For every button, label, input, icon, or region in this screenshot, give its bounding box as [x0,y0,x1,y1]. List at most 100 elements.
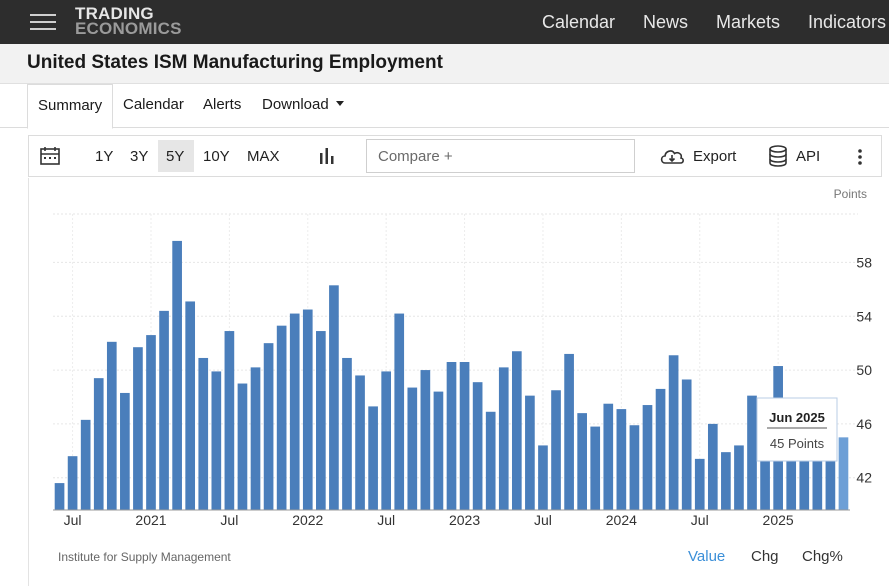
x-tick-label: Jul [691,512,709,528]
bar-jun-2025[interactable] [838,437,849,510]
bar-aug-2020[interactable] [80,419,91,510]
logo-line-2: ECONOMICS [75,19,182,38]
bar-mar-2021[interactable] [172,240,182,510]
bar-mar-2022[interactable] [329,285,339,510]
bar-sep-2024[interactable] [721,452,731,510]
nav-indicators[interactable]: Indicators [808,12,887,32]
nav-news[interactable]: News [643,12,689,32]
bar-dec-2024[interactable] [760,433,770,510]
bar-nov-2022[interactable] [433,391,444,510]
bar-sep-2021[interactable] [250,367,261,510]
range-max-button[interactable]: MAX [247,148,280,165]
bar-nov-2023[interactable] [590,426,601,510]
title-strip [0,44,889,84]
trading-economics-logo[interactable]: TRADING ECONOMICS [75,4,182,38]
view-value-button[interactable]: Value [688,548,726,565]
bar-feb-2021[interactable] [159,310,169,510]
top-nav-bar: TRADING ECONOMICS Calendar News Markets … [0,0,889,44]
api-button[interactable]: API [796,148,821,165]
bar-feb-2022[interactable] [316,331,326,510]
range-active-highlight [158,140,194,172]
view-chg-button[interactable]: Chg [751,548,779,565]
tab-summary[interactable]: Summary [27,84,114,129]
bar-jan-2022[interactable] [302,309,313,510]
bar-mar-2024[interactable] [642,405,653,510]
nav-calendar[interactable]: Calendar [542,12,616,32]
bar-jul-2024[interactable] [694,458,705,510]
export-button[interactable]: Export [693,148,737,165]
bar-mar-2025[interactable] [799,441,810,510]
tab-download[interactable]: Download [262,84,344,128]
bar-may-2025[interactable] [825,413,836,510]
range-3y-button[interactable]: 3Y [130,148,149,165]
bar-apr-2024[interactable] [655,388,666,510]
bar-dec-2022[interactable] [446,362,457,510]
bar-apr-2021[interactable] [185,301,196,510]
bar-oct-2022[interactable] [420,370,431,510]
bar-jun-2020[interactable] [54,483,65,510]
bar-dec-2020[interactable] [133,347,143,510]
bar-apr-2023[interactable] [498,367,509,510]
bar-may-2022[interactable] [355,375,365,510]
bar-apr-2022[interactable] [342,357,352,510]
x-tick-label: Jul [220,512,238,528]
bar-jan-2021[interactable] [146,335,156,510]
bar-jan-2024[interactable] [616,409,627,510]
bar-oct-2024[interactable] [734,445,744,510]
view-chg-pct-button[interactable]: Chg% [802,548,843,565]
bar-apr-2025[interactable] [812,417,823,510]
bar-jun-2023[interactable] [525,395,535,510]
chart-source: Institute for Supply Management [58,550,231,564]
bar-jul-2020[interactable] [67,456,78,510]
tab-alerts[interactable]: Alerts [203,96,242,113]
bar-sep-2023[interactable] [564,353,574,510]
x-tick-label: Jul [64,512,82,528]
range-10y-button[interactable]: 10Y [203,148,230,165]
caret-down-icon [335,100,344,106]
x-tick-label: 2021 [135,512,166,528]
bar-feb-2023[interactable] [472,382,483,510]
database-icon[interactable] [768,145,788,167]
bar-jan-2023[interactable] [459,362,470,510]
more-vertical-icon[interactable] [856,148,864,166]
bar-oct-2021[interactable] [263,343,274,510]
bar-feb-2024[interactable] [629,425,640,510]
bar-may-2024[interactable] [668,355,679,510]
range-1y-button[interactable]: 1Y [95,148,114,165]
cloud-download-icon[interactable] [659,146,685,166]
x-tick-label: 2025 [763,512,794,528]
bar-may-2023[interactable] [511,351,522,510]
tab-calendar[interactable]: Calendar [123,96,184,113]
bar-oct-2023[interactable] [577,413,587,510]
bar-jun-2021[interactable] [211,371,222,510]
bar-aug-2022[interactable] [394,313,405,510]
x-tick-label: 2024 [606,512,637,528]
compare-input[interactable] [366,139,635,173]
bar-chart-icon[interactable] [318,147,336,165]
menu-icon[interactable] [30,11,56,33]
nav-markets[interactable]: Markets [716,12,781,32]
chart-tooltip: Jun 2025 45 Points [756,397,838,462]
bar-sep-2022[interactable] [407,387,418,510]
calendar-icon[interactable] [39,146,61,166]
bar-dec-2021[interactable] [289,313,300,510]
bar-jun-2022[interactable] [368,406,378,510]
bar-jul-2021[interactable] [224,331,235,510]
bar-nov-2021[interactable] [276,325,287,510]
range-5y-button[interactable]: 5Y [166,148,185,165]
bar-sep-2020[interactable] [93,378,104,510]
content-left-border [28,178,29,586]
bar-oct-2020[interactable] [106,341,117,510]
bar-may-2021[interactable] [198,357,209,510]
logo-line-1: TRADING [75,4,154,23]
bar-aug-2021[interactable] [237,383,248,510]
bar-nov-2024[interactable] [747,395,757,510]
bar-jun-2024[interactable] [681,379,692,510]
bar-mar-2023[interactable] [485,411,496,510]
bar-aug-2023[interactable] [551,390,561,510]
bar-jul-2022[interactable] [381,371,392,510]
bar-dec-2023[interactable] [603,403,614,510]
bar-aug-2024[interactable] [707,423,718,510]
bar-jul-2023[interactable] [538,445,548,510]
bar-nov-2020[interactable] [120,392,130,510]
